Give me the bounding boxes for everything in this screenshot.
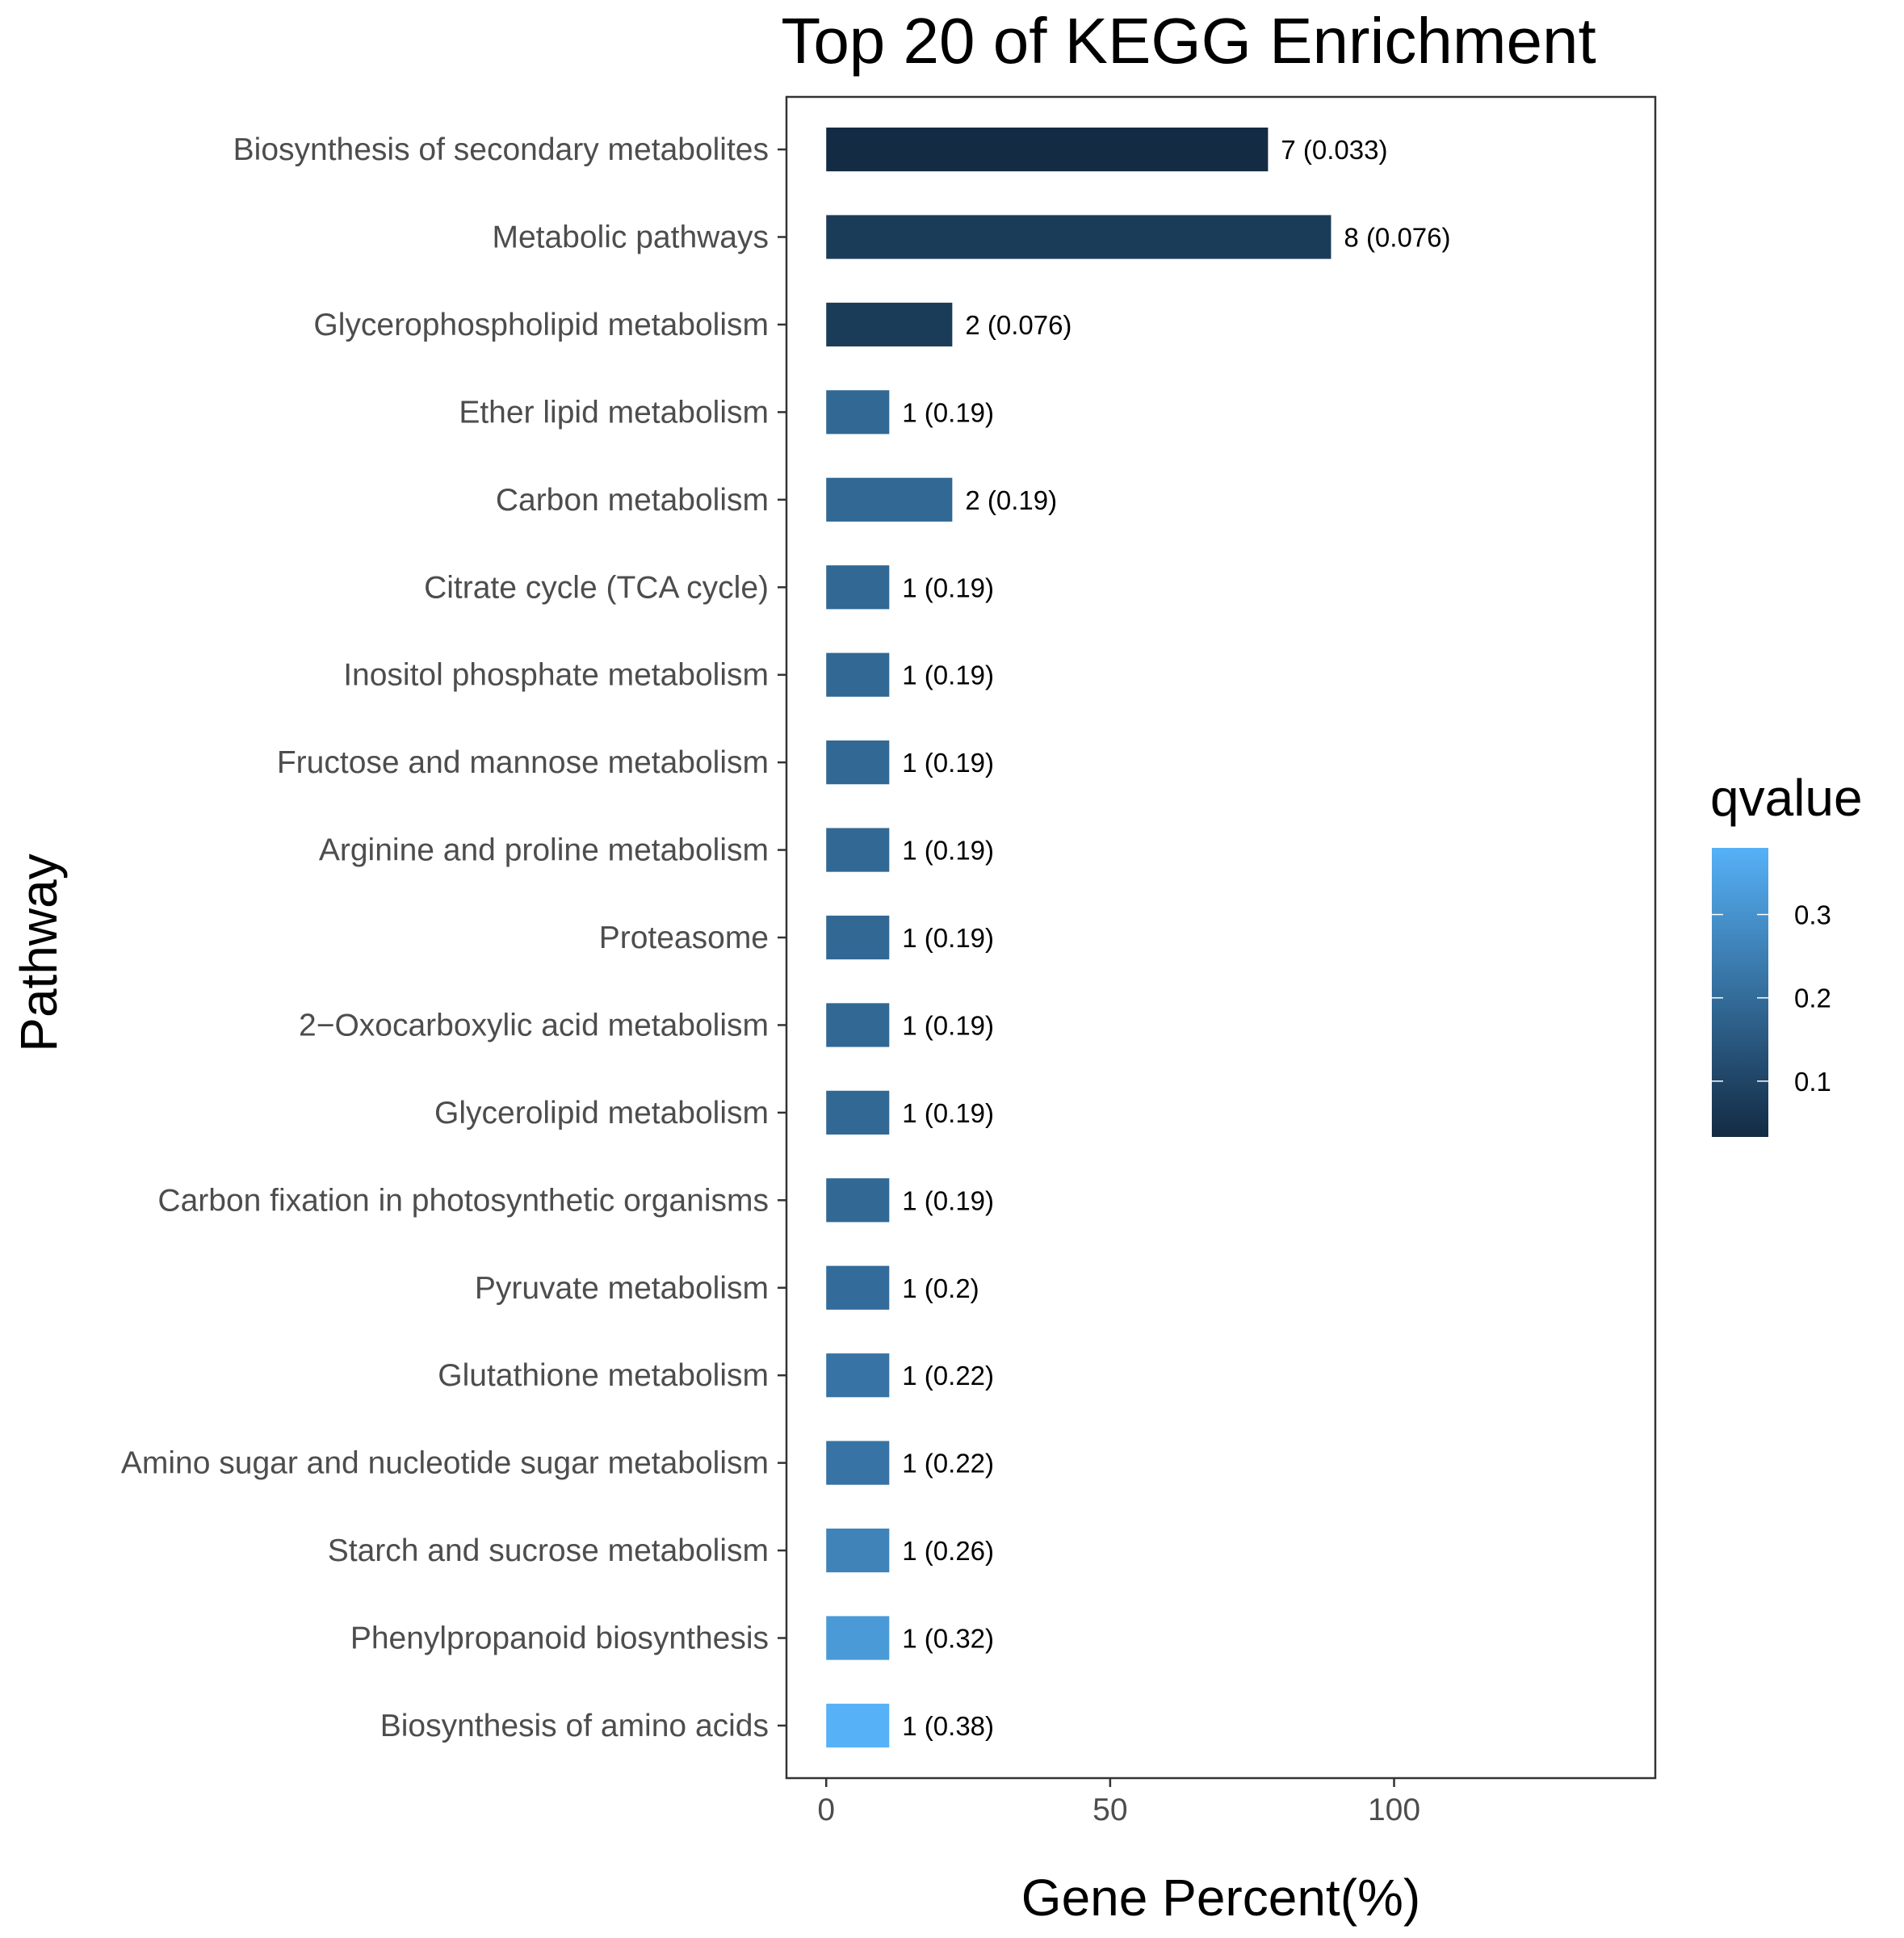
- y-tick-label: Biosynthesis of secondary metabolites: [233, 132, 769, 167]
- bar: [826, 565, 890, 610]
- bar-value-label: 7 (0.033): [1281, 135, 1387, 165]
- y-tick-label: Glutathione metabolism: [438, 1358, 769, 1393]
- bar: [826, 828, 890, 872]
- y-tick-label: Pyruvate metabolism: [475, 1271, 769, 1306]
- bar: [826, 1703, 890, 1748]
- x-tick-label: 0: [817, 1793, 835, 1827]
- y-tick-label: Glycerophospholipid metabolism: [313, 308, 769, 342]
- y-tick-label: Fructose and mannose metabolism: [277, 745, 769, 780]
- y-axis: Biosynthesis of secondary metabolites Met…: [121, 132, 786, 1743]
- y-tick-label: Carbon fixation in photosynthetic organi…: [157, 1183, 769, 1218]
- x-axis: 0 50 100: [817, 1778, 1420, 1827]
- bar: [826, 1528, 890, 1573]
- y-tick-label: Citrate cycle (TCA cycle): [424, 570, 769, 605]
- bar-value-label: 1 (0.22): [902, 1361, 994, 1391]
- bar-value-label: 1 (0.19): [902, 1185, 994, 1215]
- y-tick-label: Biosynthesis of amino acids: [380, 1709, 769, 1743]
- bar-value-label: 1 (0.19): [902, 397, 994, 427]
- bars-layer: [826, 127, 1332, 1748]
- bar-value-label: 1 (0.19): [902, 1098, 994, 1128]
- y-tick-label: Starch and sucrose metabolism: [328, 1533, 769, 1568]
- bar: [826, 477, 953, 522]
- bar: [826, 915, 890, 960]
- bar-value-label: 8 (0.076): [1344, 223, 1450, 253]
- legend-tick-label: 0.2: [1794, 984, 1831, 1013]
- plot-panel: [785, 95, 1657, 1780]
- bar: [826, 127, 1269, 172]
- bar-labels-layer: 7 (0.033) 8 (0.076) 2 (0.076) 1 (0.19) 2 (0.…: [902, 135, 1450, 1741]
- bar-value-label: 2 (0.076): [965, 310, 1072, 340]
- legend-ticks: 0.1 0.2 0.3: [1712, 900, 1831, 1097]
- bar-value-label: 1 (0.26): [902, 1536, 994, 1566]
- bar-value-label: 1 (0.22): [902, 1449, 994, 1479]
- bar: [826, 1353, 890, 1398]
- y-tick-label: Glycerolipid metabolism: [434, 1096, 769, 1130]
- legend-tick-label: 0.3: [1794, 900, 1831, 930]
- y-tick-label: Phenylpropanoid biosynthesis: [350, 1621, 769, 1656]
- bar: [826, 1090, 890, 1135]
- bar-value-label: 1 (0.19): [902, 1010, 994, 1040]
- y-tick-label: 2−Oxocarboxylic acid metabolism: [299, 1008, 769, 1042]
- legend-colorbar: [1712, 848, 1768, 1137]
- bar-value-label: 1 (0.19): [902, 836, 994, 866]
- legend-title: qvalue: [1710, 769, 1863, 827]
- y-tick-label: Proteasome: [599, 921, 769, 955]
- y-tick-label: Amino sugar and nucleotide sugar metabol…: [121, 1446, 769, 1481]
- bar: [826, 1441, 890, 1485]
- bar: [826, 302, 953, 347]
- bar-value-label: 1 (0.32): [902, 1624, 994, 1654]
- bar-value-label: 1 (0.19): [902, 661, 994, 690]
- y-tick-label: Carbon metabolism: [496, 483, 769, 518]
- y-tick-label: Metabolic pathways: [492, 220, 769, 255]
- bar: [826, 390, 890, 434]
- y-tick-label: Arginine and proline metabolism: [319, 833, 769, 868]
- x-axis-title: Gene Percent(%): [1021, 1869, 1420, 1927]
- bar: [826, 1265, 890, 1310]
- bar: [826, 1178, 890, 1223]
- chart-title: Top 20 of KEGG Enrichment: [781, 5, 1596, 77]
- bar-value-label: 1 (0.2): [902, 1273, 979, 1303]
- x-tick-label: 100: [1368, 1793, 1420, 1827]
- y-tick-label: Ether lipid metabolism: [459, 395, 769, 430]
- bar: [826, 652, 890, 697]
- legend: qvalue 0.1 0.2 0.3: [1710, 769, 1863, 1137]
- bar: [826, 215, 1332, 259]
- bar-value-label: 1 (0.38): [902, 1711, 994, 1741]
- bar: [826, 740, 890, 785]
- bar-value-label: 2 (0.19): [965, 485, 1057, 515]
- bar-value-label: 1 (0.19): [902, 573, 994, 602]
- y-axis-title: Pathway: [10, 854, 68, 1051]
- bar: [826, 1003, 890, 1047]
- bar-value-label: 1 (0.19): [902, 748, 994, 778]
- legend-tick-label: 0.1: [1794, 1067, 1831, 1097]
- bar: [826, 1616, 890, 1660]
- x-tick-label: 50: [1092, 1793, 1127, 1827]
- y-tick-label: Inositol phosphate metabolism: [343, 658, 769, 693]
- bar-value-label: 1 (0.19): [902, 923, 994, 953]
